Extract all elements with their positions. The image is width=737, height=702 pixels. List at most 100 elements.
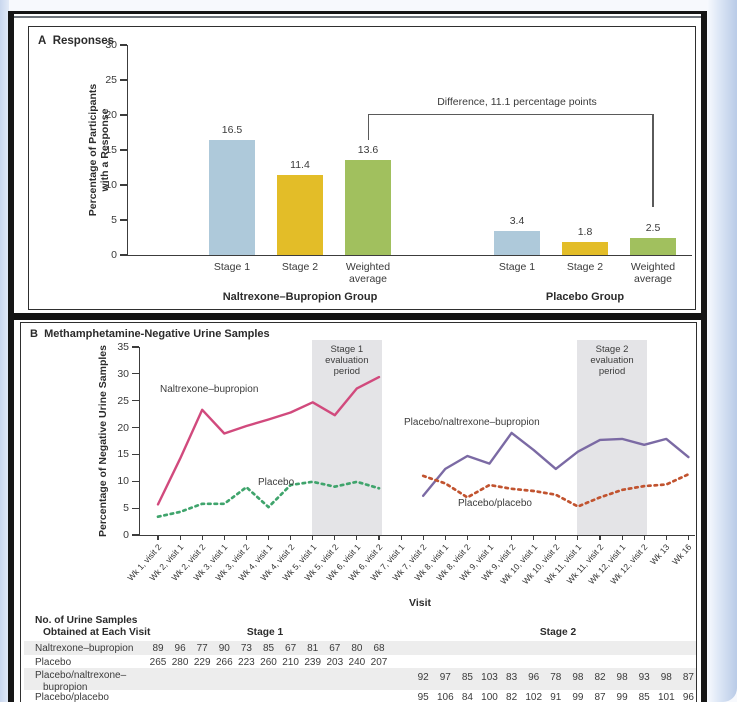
panel-b-y-tick-label: 5: [123, 502, 129, 515]
panel-b-y-tick: [132, 346, 139, 348]
panel-b-x-tick: [444, 535, 446, 540]
evaluation-period-label: Stage 2: [595, 344, 629, 355]
table-cell-value: 85: [262, 643, 275, 654]
table-cell-value: 87: [682, 672, 694, 683]
bar-placebo-2: [562, 242, 608, 255]
table-cell-value: 100: [481, 691, 498, 702]
bar-category-label: Stage 2: [566, 261, 604, 273]
evaluation-period-label: period: [333, 366, 361, 377]
panel-b-x-tick: [378, 535, 380, 540]
panel-b-title-text: Methamphetamine-Negative Urine Samples: [44, 328, 270, 340]
panel-b-y-tick: [132, 480, 139, 482]
panel-b-x-tick: [245, 535, 247, 540]
panel-a-title: A Responses: [38, 35, 114, 47]
panel-a-y-tick: [120, 219, 127, 221]
bar-naltrexone-2: [277, 175, 323, 255]
table-cell-value: 85: [461, 672, 473, 683]
series-label-4: Placebo/placebo: [458, 498, 532, 509]
panel-b-y-tick: [132, 426, 139, 429]
panel-b-x-tick: [488, 535, 491, 540]
panel-b-x-tick: [687, 535, 689, 540]
bar-category-label: Weighted average: [630, 261, 676, 285]
table-cell-value: 98: [660, 672, 672, 683]
panel-b-x-tick: [400, 535, 402, 540]
table-row-label: Placebo/placebo: [35, 691, 109, 702]
bar-value-label: 1.8: [577, 226, 593, 239]
table-cell-value: 207: [370, 656, 388, 668]
panel-b-x-tick: [157, 535, 159, 540]
panel-b-letter: B: [30, 328, 38, 340]
table-cell-value: 93: [638, 672, 650, 683]
table-cell-value: 101: [657, 691, 675, 702]
table-cell-value: 240: [348, 656, 366, 668]
bar-category-label: Stage 2: [281, 261, 319, 273]
panel-b-x-tick: [422, 535, 424, 540]
table-cell-value: 90: [218, 643, 230, 654]
frame-top-white-rule: [14, 14, 701, 16]
table-cell-value: 210: [282, 656, 299, 668]
table-cell-value: 223: [238, 656, 255, 668]
table-cell-value: 87: [594, 691, 606, 702]
bar-value-label: 16.5: [221, 123, 243, 136]
panel-b-x-tick: [179, 535, 181, 540]
series-label-2: Placebo: [258, 477, 295, 488]
evaluation-period-label: period: [598, 366, 626, 377]
panel-b-x-tick: [334, 535, 336, 540]
bar-value-label: 2.5: [645, 221, 661, 234]
panel-b-y-tick-label: 25: [117, 394, 129, 407]
table-cell-value: 78: [550, 672, 562, 683]
panel-b-y-tick: [132, 453, 139, 456]
difference-bracket-left: [368, 114, 370, 140]
panel-b-x-tick: [312, 535, 314, 540]
evaluation-period-label: evaluation: [590, 355, 634, 366]
panel-b-y-tick-label: 15: [117, 448, 129, 461]
panel-a-y-tick: [120, 44, 127, 46]
bar-placebo-3: [630, 237, 676, 255]
table-cell-value: 82: [594, 672, 606, 683]
panel-b-y-tick-label: 0: [123, 529, 129, 541]
bar-value-label: 13.6: [357, 143, 379, 156]
panel-b-y-tick-label: 35: [117, 341, 129, 353]
panel-b-x-tick: [577, 535, 579, 540]
panel-b-x-tick: [223, 535, 225, 540]
panel-b-x-tick: [511, 535, 513, 540]
panel-separator-rule: [14, 313, 701, 320]
table-cell-value: 80: [351, 643, 363, 654]
table-stage1-header: Stage 1: [246, 627, 284, 638]
table-cell-value: 99: [572, 691, 584, 702]
evaluation-period-label: evaluation: [325, 355, 369, 366]
panel-b-title: B Methamphetamine-Negative Urine Samples: [30, 328, 270, 340]
bar-naltrexone-1: [209, 139, 255, 255]
table-cell-value: 260: [260, 656, 277, 668]
panel-a-y-tick-label: 30: [105, 39, 117, 51]
table-cell-value: 82: [506, 691, 518, 702]
panel-a-y-tick-label: 0: [111, 249, 117, 261]
window-border-left: [0, 0, 9, 702]
bar-value-label: 3.4: [509, 215, 525, 228]
panel-b-x-tick: [599, 535, 601, 540]
window-border-right: [707, 0, 737, 702]
frame-top-gray-rule: [14, 16, 701, 18]
panel-b-x-tick: [290, 535, 292, 540]
panel-b-y-tick-label: 10: [117, 475, 129, 488]
panel-b-y-tick-label: 30: [117, 367, 129, 380]
table-cell-value: 92: [417, 672, 429, 683]
panel-b-x-tick: [643, 535, 645, 540]
table-cell-value: 68: [373, 643, 385, 654]
group-label-naltrexone-bupropion: Naltrexone–Bupropion Group: [222, 291, 378, 303]
panel-b-x-tick: [665, 535, 667, 540]
x-axis-title: Visit: [409, 597, 431, 609]
table-cell-value: 96: [174, 643, 186, 654]
panel-b-x-tick: [466, 535, 468, 540]
table-cell-value: 91: [550, 691, 562, 702]
table-cell-value: 203: [326, 656, 344, 668]
panel-b-x-tick: [555, 535, 557, 540]
table-row-label: Placebo/naltrexone–: [35, 670, 127, 681]
panel-a-y-tick-label: 5: [111, 214, 117, 226]
table-row-label: bupropion: [43, 682, 88, 693]
panel-a-y-tick-label: 10: [105, 179, 117, 191]
table-cell-value: 266: [215, 656, 233, 668]
table-row-band: [24, 641, 696, 655]
table-header-line1: No. of Urine Samples: [35, 615, 138, 626]
